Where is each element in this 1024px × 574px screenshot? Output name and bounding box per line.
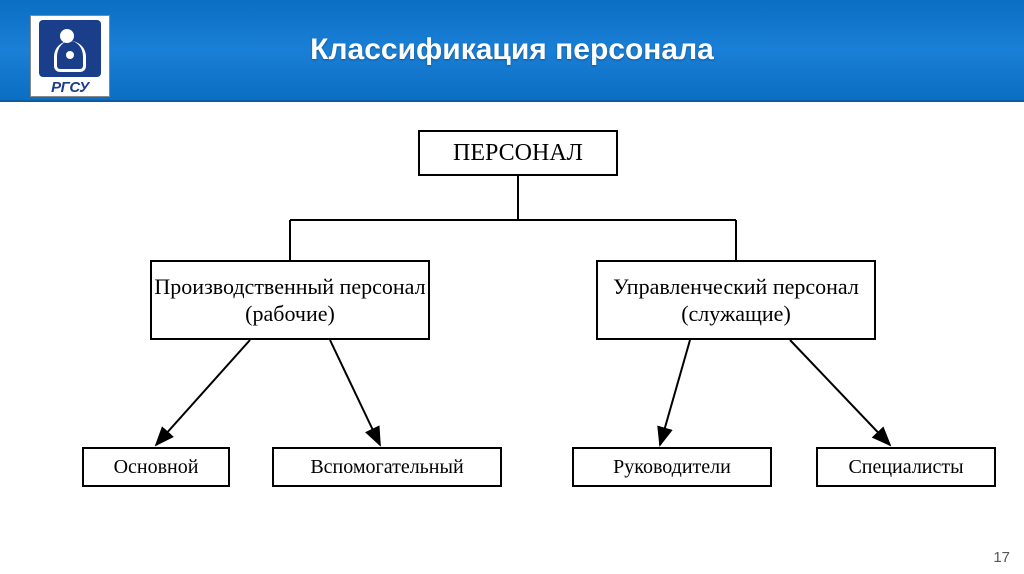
category-title: Управленческий персонал	[613, 273, 859, 301]
category-subtitle: (рабочие)	[245, 300, 335, 328]
logo: РГСУ	[30, 15, 110, 97]
leaf-node-auxiliary: Вспомогательный	[272, 447, 502, 487]
leaf-label: Вспомогательный	[310, 455, 463, 480]
category-title: Производственный персонал	[154, 273, 425, 301]
diagram: ПЕРСОНАЛ Производственный персонал (рабо…	[0, 102, 1024, 552]
leaf-label: Руководители	[613, 455, 731, 480]
category-node-management: Управленческий персонал (служащие)	[596, 260, 876, 340]
people-logo-icon	[39, 20, 101, 77]
logo-text: РГСУ	[51, 79, 89, 96]
root-node: ПЕРСОНАЛ	[418, 130, 618, 176]
page-number: 17	[993, 549, 1010, 566]
root-label: ПЕРСОНАЛ	[453, 138, 583, 168]
leaf-label: Специалисты	[848, 455, 963, 480]
category-node-production: Производственный персонал (рабочие)	[150, 260, 430, 340]
leaf-label: Основной	[114, 455, 199, 480]
category-subtitle: (служащие)	[681, 300, 791, 328]
leaf-node-main: Основной	[82, 447, 230, 487]
leaf-node-specialists: Специалисты	[816, 447, 996, 487]
leaf-node-managers: Руководители	[572, 447, 772, 487]
page-title: Классификация персонала	[310, 33, 714, 67]
header-bar: РГСУ Классификация персонала	[0, 0, 1024, 102]
